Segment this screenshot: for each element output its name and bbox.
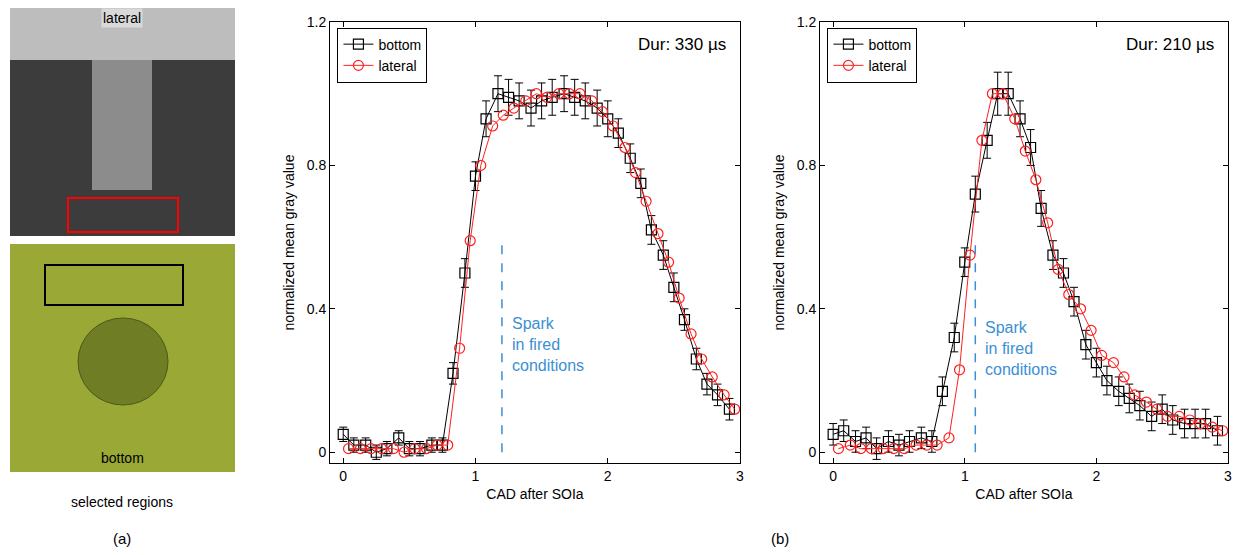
svg-text:CAD after SOIa: CAD after SOIa [486, 486, 583, 502]
svg-text:2: 2 [604, 468, 612, 484]
svg-text:selected regions: selected regions [71, 494, 173, 510]
svg-text:1.2: 1.2 [307, 14, 327, 30]
svg-text:1.2: 1.2 [797, 14, 817, 30]
svg-text:0: 0 [808, 444, 816, 460]
svg-text:1: 1 [472, 468, 480, 484]
svg-text:CAD after SOIa: CAD after SOIa [975, 486, 1072, 502]
svg-text:normalized mean gray value: normalized mean gray value [771, 154, 787, 330]
svg-text:lateral: lateral [103, 10, 141, 26]
svg-text:Dur: 210 µs: Dur: 210 µs [1126, 35, 1214, 54]
svg-text:3: 3 [1224, 468, 1232, 484]
svg-text:Dur: 330 µs: Dur: 330 µs [638, 35, 726, 54]
svg-text:(a): (a) [113, 530, 131, 547]
svg-text:0.4: 0.4 [797, 301, 817, 317]
svg-text:0.8: 0.8 [307, 157, 327, 173]
svg-text:0: 0 [829, 468, 837, 484]
svg-text:(b): (b) [771, 530, 789, 547]
svg-text:normalized mean gray value: normalized mean gray value [281, 154, 297, 330]
svg-text:2: 2 [1092, 468, 1100, 484]
svg-text:bottom: bottom [378, 37, 421, 53]
svg-text:bottom: bottom [101, 450, 144, 466]
svg-text:0.8: 0.8 [797, 157, 817, 173]
svg-text:Sparkin firedconditions: Sparkin firedconditions [512, 315, 584, 374]
svg-text:Sparkin firedconditions: Sparkin firedconditions [985, 319, 1057, 378]
svg-text:bottom: bottom [868, 37, 911, 53]
svg-text:0.4: 0.4 [307, 301, 327, 317]
svg-text:lateral: lateral [868, 58, 906, 74]
svg-text:lateral: lateral [378, 58, 416, 74]
svg-text:0: 0 [339, 468, 347, 484]
svg-text:0: 0 [318, 444, 326, 460]
svg-text:3: 3 [736, 468, 744, 484]
svg-text:1: 1 [961, 468, 969, 484]
